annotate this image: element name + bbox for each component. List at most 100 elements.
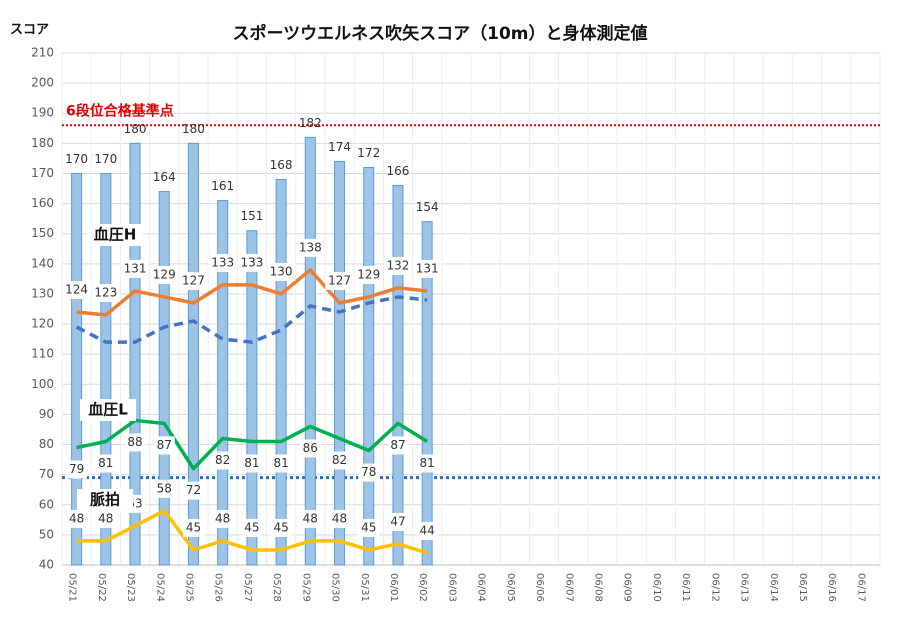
label-bg <box>387 436 409 455</box>
line <box>75 295 428 344</box>
bar-label: 168 <box>270 158 293 172</box>
y-tick-label: 160 <box>31 196 54 210</box>
label-bg <box>270 454 292 473</box>
series-name: 血圧L <box>88 401 128 419</box>
y-axis-title: スコア <box>10 23 49 38</box>
x-tick-label: 06/01 <box>388 573 399 602</box>
y-tick-label: 70 <box>39 467 54 481</box>
label-bg <box>66 509 88 528</box>
x-tick-label: 05/26 <box>213 573 224 602</box>
label-bg <box>416 454 438 473</box>
label-bg <box>329 509 351 528</box>
bar <box>334 160 346 566</box>
y-tick-label: 130 <box>31 286 54 300</box>
bar-label: 180 <box>124 122 147 136</box>
line-label: 58 <box>157 481 172 495</box>
bar <box>129 142 141 566</box>
y-tick-label: 110 <box>31 347 54 361</box>
x-tick-label: 05/25 <box>183 573 194 602</box>
bar-label: 182 <box>299 116 322 130</box>
line-label: 81 <box>420 456 435 470</box>
x-tick-label: 05/27 <box>242 573 253 602</box>
label-bg <box>266 262 296 281</box>
x-tick-label: 06/07 <box>563 573 574 602</box>
x-tick-label: 06/14 <box>768 573 779 602</box>
line-label: 87 <box>390 438 405 452</box>
label-bg <box>182 481 204 500</box>
line-label: 48 <box>303 511 318 525</box>
label-bg <box>329 451 351 470</box>
x-tick-label: 05/31 <box>359 573 370 602</box>
label-bg <box>153 479 175 498</box>
label-bg <box>354 265 383 284</box>
line-label: 47 <box>390 514 405 528</box>
y-tick-label: 120 <box>31 317 54 331</box>
line-label: 72 <box>186 483 201 497</box>
x-tick-label: 06/08 <box>592 573 603 602</box>
label-bg <box>212 451 234 470</box>
line-label: 131 <box>416 261 439 275</box>
label-bg <box>325 271 354 290</box>
line-label: 45 <box>186 520 201 534</box>
x-tick-label: 06/09 <box>622 573 633 602</box>
label-bg <box>153 436 175 455</box>
x-tick-label: 05/29 <box>300 573 311 602</box>
line-label: 129 <box>357 267 380 281</box>
x-tick-label: 06/16 <box>826 573 837 602</box>
label-bg <box>95 454 117 473</box>
y-tick-label: 170 <box>31 166 54 180</box>
line-label: 132 <box>387 258 410 272</box>
bar <box>187 142 199 566</box>
x-tick-label: 06/06 <box>534 573 545 602</box>
bar-label: 154 <box>416 200 439 214</box>
label-bg <box>383 256 413 275</box>
line-label: 124 <box>65 283 88 297</box>
label-bg <box>212 509 234 528</box>
line-label: 129 <box>153 267 176 281</box>
y-tick-label: 200 <box>31 76 54 90</box>
bar <box>421 221 433 566</box>
series-name-bg <box>87 224 143 246</box>
y-tick-label: 80 <box>39 437 54 451</box>
label-bg <box>387 512 409 531</box>
reference-label: 6段位合格基準点 <box>66 102 174 119</box>
y-tick-label: 210 <box>31 46 54 60</box>
x-tick-label: 05/28 <box>271 573 282 602</box>
line-label: 45 <box>244 520 259 534</box>
x-tick-label: 06/02 <box>417 573 428 602</box>
bar <box>392 185 404 566</box>
label-bg <box>62 281 91 300</box>
line-label: 87 <box>157 438 172 452</box>
series-name-bg <box>80 399 136 421</box>
bar <box>158 191 170 566</box>
label-bg <box>150 265 179 284</box>
bar <box>246 230 258 566</box>
line-label: 131 <box>124 261 147 275</box>
label-bg <box>95 509 117 528</box>
line-label: 138 <box>299 240 322 254</box>
line-label: 81 <box>244 456 259 470</box>
series-name: 血圧H <box>94 226 137 244</box>
bar-label: 166 <box>387 164 410 178</box>
label-bg <box>179 271 208 290</box>
label-bg <box>270 518 292 537</box>
y-tick-label: 180 <box>31 136 54 150</box>
bar-label: 180 <box>182 122 205 136</box>
line-label: 82 <box>332 453 347 467</box>
x-tick-label: 05/30 <box>330 573 341 602</box>
x-tick-label: 06/13 <box>739 573 750 602</box>
bar <box>363 166 375 566</box>
bar-label: 161 <box>211 179 234 193</box>
bar-label: 174 <box>328 140 351 154</box>
x-tick-label: 05/22 <box>96 573 107 602</box>
label-bg <box>91 284 121 303</box>
line-label: 133 <box>211 255 234 269</box>
y-tick-label: 150 <box>31 226 54 240</box>
y-tick-label: 40 <box>39 558 54 572</box>
line-label: 81 <box>273 456 288 470</box>
line-label: 45 <box>361 520 376 534</box>
label-bg <box>299 439 321 458</box>
x-tick-label: 06/05 <box>505 573 516 602</box>
x-tick-label: 06/03 <box>446 573 457 602</box>
